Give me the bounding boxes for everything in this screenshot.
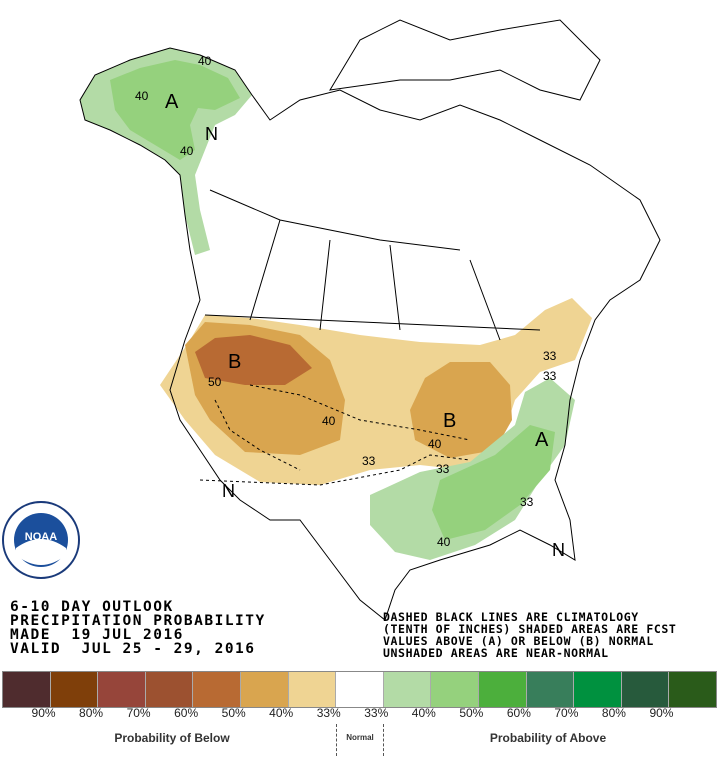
map-label: 40 <box>437 535 451 549</box>
note-line: DASHED BLACK LINES ARE CLIMATOLOGY <box>383 610 639 624</box>
legend-swatch <box>574 672 622 707</box>
alaska-above-40 <box>110 60 240 160</box>
noaa-logo: NOAA <box>2 501 80 579</box>
map-label: 33 <box>543 349 557 363</box>
map-label: 40 <box>322 414 336 428</box>
legend-swatch <box>526 672 575 707</box>
legend-tick-label: 70% <box>126 706 151 720</box>
legend-tick-label: 80% <box>601 706 626 720</box>
map-label-alaska-A: A <box>165 91 179 113</box>
legend-tick-label: 50% <box>221 706 246 720</box>
legend-tick-label: 40% <box>411 706 436 720</box>
map-label: 40 <box>428 437 442 451</box>
made-date: MADE 19 JUL 2016 <box>10 627 184 643</box>
legend-tick-label: 40% <box>269 706 294 720</box>
west-below-50 <box>195 335 312 385</box>
legend-swatch <box>669 672 716 707</box>
legend-tick-label: 33% <box>316 706 341 720</box>
legend-swatch <box>478 672 527 707</box>
map-label: N <box>222 481 235 501</box>
map-label: 33 <box>436 462 450 476</box>
title-line: 6-10 DAY OUTLOOK <box>10 599 174 615</box>
map-label: 50 <box>208 375 222 389</box>
legend-swatch <box>288 672 337 707</box>
valid-dates: VALID JUL 25 - 29, 2016 <box>10 641 256 657</box>
legend-tick-label: 33% <box>364 706 389 720</box>
legend-below-label: Probability of Below <box>114 731 230 745</box>
legend-tick-label: 50% <box>459 706 484 720</box>
legend-tick-label: 80% <box>79 706 104 720</box>
normal-divider <box>383 724 384 756</box>
title-line: PRECIPITATION PROBABILITY <box>10 613 266 629</box>
east-above-40 <box>432 425 555 540</box>
legend-swatch <box>50 672 99 707</box>
map-label: 33 <box>543 369 557 383</box>
map-label: 40 <box>135 89 149 103</box>
noaa-logo-text: NOAA <box>25 531 57 543</box>
north-america-map: A 40 40 40 N B 50 40 33 N B 40 33 33 33 … <box>2 19 661 621</box>
map-label: 40 <box>180 144 194 158</box>
legend-swatch <box>336 672 384 707</box>
map-label-east-A: A <box>535 429 549 451</box>
legend-swatch <box>98 672 146 707</box>
note-line: VALUES ABOVE (A) OR BELOW (B) NORMAL <box>383 634 654 648</box>
legend-swatch <box>621 672 670 707</box>
legend-swatch <box>383 672 432 707</box>
legend-swatch <box>431 672 479 707</box>
legend-normal-label: Normal <box>346 733 374 742</box>
map-notes: DASHED BLACK LINES ARE CLIMATOLOGY (TENTH… <box>383 611 676 659</box>
legend-tick-label: 70% <box>554 706 579 720</box>
outlook-title: 6-10 DAY OUTLOOK PRECIPITATION PROBABILIT… <box>10 599 266 657</box>
legend-swatch <box>193 672 241 707</box>
legend-swatch <box>240 672 289 707</box>
legend-tick-label: 60% <box>174 706 199 720</box>
map-label: N <box>205 124 218 144</box>
map-label: 40 <box>198 54 212 68</box>
legend-color-bar <box>2 671 717 708</box>
legend-tick-label: 90% <box>31 706 56 720</box>
coastlines-and-borders <box>79 19 661 621</box>
legend-swatch <box>145 672 194 707</box>
normal-divider <box>336 724 337 756</box>
legend-above-label: Probability of Above <box>489 731 607 745</box>
map-label: 33 <box>362 454 376 468</box>
midwest-below-40 <box>410 362 512 458</box>
map-label: N <box>552 540 565 560</box>
legend-swatch <box>3 672 51 707</box>
note-line: UNSHADED AREAS ARE NEAR-NORMAL <box>383 646 609 660</box>
map-label-midwest-B: B <box>443 410 456 432</box>
note-line: (TENTH OF INCHES) SHADED AREAS ARE FCST <box>383 622 677 636</box>
map-label: 33 <box>520 495 534 509</box>
map-label-west-B: B <box>228 351 241 373</box>
legend-tick-label: 60% <box>506 706 531 720</box>
legend-tick-label: 90% <box>649 706 674 720</box>
